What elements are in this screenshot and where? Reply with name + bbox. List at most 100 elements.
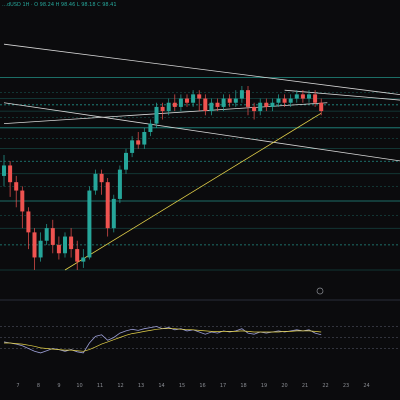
candle-body xyxy=(69,236,74,250)
candle-body xyxy=(215,102,220,107)
candle xyxy=(185,94,189,107)
candle xyxy=(313,90,318,107)
candle-body xyxy=(319,102,324,112)
candle xyxy=(8,161,13,197)
candle xyxy=(38,232,43,262)
x-tick-label: 21 xyxy=(302,383,308,389)
candle xyxy=(276,94,281,107)
candle-body xyxy=(209,102,214,112)
candle-body xyxy=(264,102,269,107)
x-tick-label: 16 xyxy=(199,383,205,389)
x-tick-label: 9 xyxy=(57,383,60,389)
candle-body xyxy=(2,165,6,176)
candle-body xyxy=(50,228,55,245)
candle xyxy=(111,194,116,233)
candle-body xyxy=(75,249,80,262)
candle-body xyxy=(300,94,305,99)
candle xyxy=(105,178,110,237)
candle xyxy=(246,86,250,116)
candle-body xyxy=(288,98,293,103)
candle xyxy=(81,249,86,268)
candle xyxy=(136,132,141,149)
candle xyxy=(319,98,324,116)
candle-body xyxy=(8,165,13,183)
candle-body xyxy=(142,132,147,145)
candle xyxy=(209,98,214,116)
x-tick-label: 20 xyxy=(281,383,287,389)
x-tick-label: 23 xyxy=(343,383,349,389)
candle-body xyxy=(246,90,250,107)
candle-body xyxy=(93,173,98,191)
candle-body xyxy=(44,228,49,241)
x-tick-label: 14 xyxy=(158,383,164,389)
x-tick-label: 11 xyxy=(97,383,103,389)
candle xyxy=(264,98,269,112)
candle xyxy=(50,219,55,254)
rsi-pane xyxy=(0,326,400,354)
candle xyxy=(270,98,275,112)
symbol-info: …dUSD 1H · O 98.24 H 98.46 L 98.18 C 98.… xyxy=(2,2,117,8)
candle-body xyxy=(56,244,61,254)
candle-body xyxy=(32,232,37,258)
candle xyxy=(282,94,287,107)
candle xyxy=(258,98,263,116)
candle xyxy=(227,94,232,107)
candle-body xyxy=(185,98,189,103)
candle xyxy=(160,102,165,120)
candle-body xyxy=(99,173,104,183)
candle xyxy=(87,186,92,260)
candle-body xyxy=(307,94,311,99)
candle-body xyxy=(14,182,19,191)
candle xyxy=(117,165,122,204)
candle-body xyxy=(239,90,244,99)
candle xyxy=(178,94,183,112)
candle-body xyxy=(148,123,153,132)
candle-body xyxy=(294,94,299,99)
candle xyxy=(75,240,80,270)
x-tick-label: 22 xyxy=(322,383,328,389)
x-tick-label: 19 xyxy=(261,383,267,389)
add-indicator-icon[interactable] xyxy=(316,287,324,295)
candle-body xyxy=(172,102,177,107)
candle-body xyxy=(313,94,318,103)
candle xyxy=(26,207,31,250)
x-tick-label: 13 xyxy=(138,383,144,389)
x-axis: 7 8 9 10 11 12 13 14 15 16 17 18 19 20 21 22 23 24 xyxy=(16,383,369,389)
candle xyxy=(2,155,6,187)
candle-body xyxy=(130,140,135,153)
candle xyxy=(215,98,220,112)
candle xyxy=(307,90,311,103)
candle-body xyxy=(258,102,263,112)
trendline[interactable] xyxy=(3,43,400,98)
rsi-ma-line xyxy=(4,328,322,352)
candle-body xyxy=(87,190,92,258)
candle-body xyxy=(191,94,196,103)
candle xyxy=(142,127,147,149)
candle-body xyxy=(221,98,226,107)
x-tick-label: 12 xyxy=(117,383,123,389)
candle xyxy=(203,94,208,116)
candle xyxy=(300,90,305,103)
candle xyxy=(221,94,226,112)
candle xyxy=(14,175,19,208)
x-tick-label: 24 xyxy=(363,383,369,389)
trendline[interactable] xyxy=(64,112,322,271)
x-tick-label: 15 xyxy=(179,383,185,389)
candle xyxy=(130,136,135,158)
x-tick-label: 10 xyxy=(76,383,82,389)
trendline[interactable] xyxy=(3,102,400,166)
candle-body xyxy=(154,106,159,124)
candle xyxy=(172,94,177,112)
candle-body xyxy=(282,98,287,103)
candle xyxy=(56,236,61,260)
candle-body xyxy=(233,98,238,103)
candle xyxy=(124,148,128,174)
horizontal-levels xyxy=(0,77,400,271)
candle-body xyxy=(203,98,208,112)
candle-body xyxy=(160,106,165,112)
candle xyxy=(252,102,257,120)
candle xyxy=(191,90,196,107)
candle-body xyxy=(38,240,43,258)
